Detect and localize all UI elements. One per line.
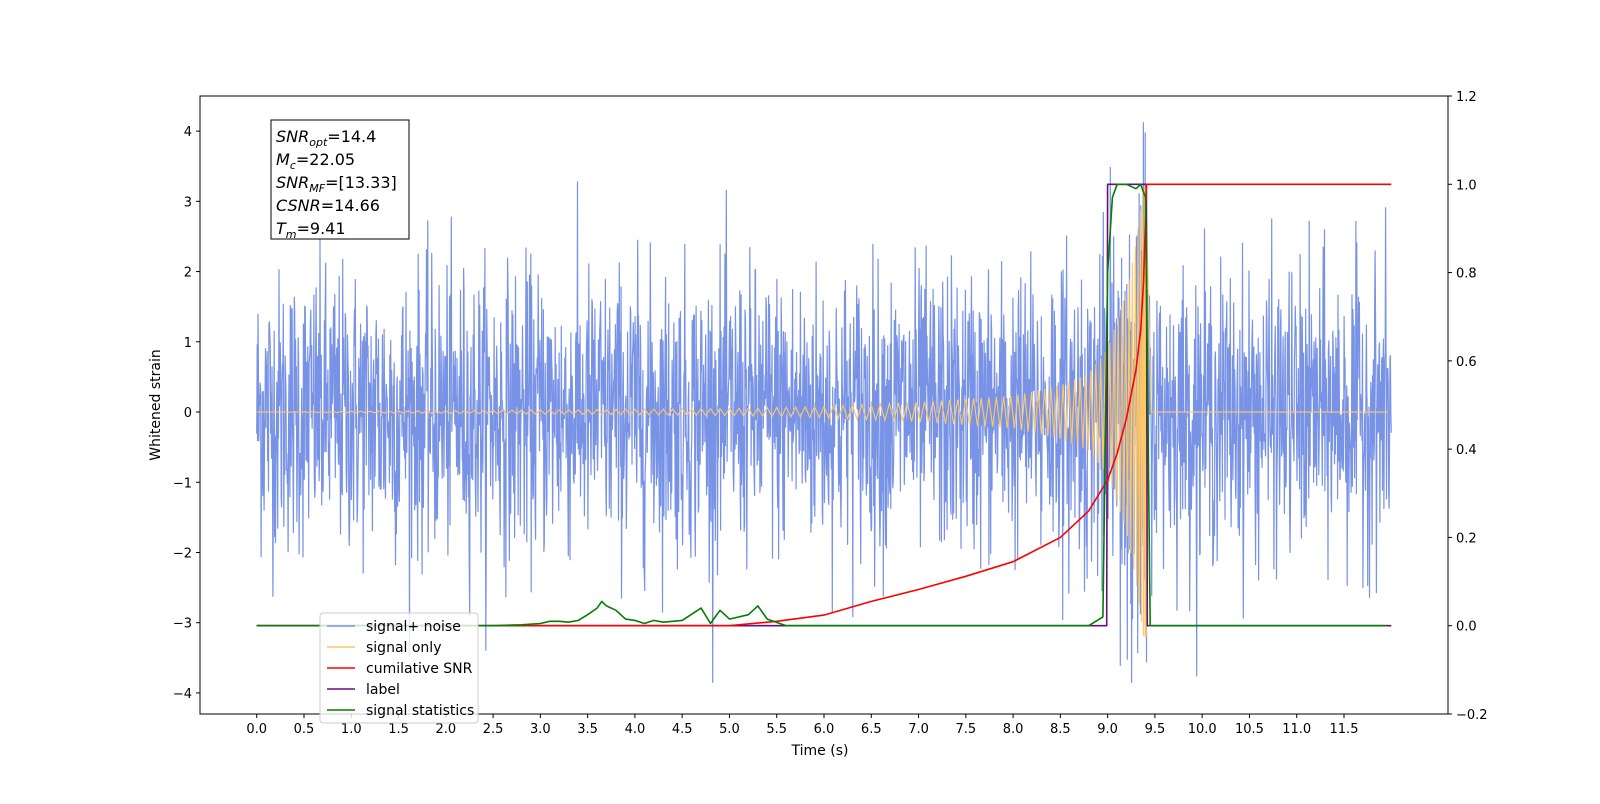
legend-frame — [319, 612, 479, 724]
y2-tick-label: 1.0 — [1456, 178, 1477, 193]
x-tick-label: 8.5 — [1050, 722, 1071, 737]
y-tick-label: −2 — [173, 546, 192, 561]
stats-line: Mc=22.05 — [276, 150, 355, 172]
stats-value: =22.05 — [296, 150, 355, 169]
x-tick-label: 4.0 — [625, 722, 646, 737]
y2-tick-label: 1.2 — [1456, 90, 1477, 105]
y-axis-left: 4 3 2 1 0 −1 −2 −3 −4 — [173, 125, 200, 702]
y2-tick-label: 0.0 — [1456, 620, 1477, 635]
stats-symbol: SNR — [276, 127, 309, 146]
stats-symbol: T — [276, 219, 287, 238]
legend-label: signal statistics — [366, 703, 474, 719]
legend-label: signal only — [366, 640, 441, 656]
x-tick-label: 6.5 — [861, 722, 882, 737]
y-axis-right: 1.2 1.0 0.8 0.6 0.4 0.2 0.0 −0.2 — [1448, 90, 1488, 723]
x-tick-label: 1.5 — [388, 722, 409, 737]
x-tick-label: 9.5 — [1145, 722, 1166, 737]
stats-value: =[13.33] — [325, 173, 397, 192]
y2-tick-label: 0.4 — [1456, 443, 1477, 458]
x-tick-label: 1.0 — [341, 722, 362, 737]
legend: signal+ noise signal only cumilative SNR la… — [319, 612, 479, 724]
stats-subscript: opt — [309, 136, 328, 149]
x-tick-label: 3.5 — [577, 722, 598, 737]
series-signal-only — [256, 187, 1388, 637]
stats-line: SNRopt=14.4 — [276, 127, 376, 149]
x-tick-label: 11.5 — [1330, 722, 1359, 737]
y-tick-label: −3 — [173, 617, 192, 632]
stats-subscript: MF — [309, 182, 325, 195]
x-tick-label: 4.5 — [672, 722, 693, 737]
stats-box: SNRopt=14.4Mc=22.05SNRMF=[13.33]CSNR=14.… — [270, 119, 410, 241]
y-tick-label: −1 — [173, 476, 192, 491]
stats-value: =14.66 — [321, 196, 380, 215]
x-tick-label: 0.0 — [246, 722, 267, 737]
stats-symbol: SNR — [276, 173, 309, 192]
legend-label: signal+ noise — [366, 619, 461, 635]
x-tick-label: 10.0 — [1188, 722, 1217, 737]
stats-box-frame — [270, 119, 410, 240]
y-tick-label: 3 — [184, 195, 192, 210]
y2-tick-label: −0.2 — [1456, 708, 1488, 723]
stats-value: =14.4 — [327, 127, 376, 146]
x-tick-label: 11.0 — [1282, 722, 1311, 737]
y2-tick-label: 0.2 — [1456, 531, 1477, 546]
x-tick-label: 6.0 — [814, 722, 835, 737]
y-tick-label: 4 — [184, 125, 192, 140]
y2-tick-label: 0.8 — [1456, 267, 1477, 282]
x-tick-label: 2.5 — [483, 722, 504, 737]
stats-symbol: CSNR — [276, 196, 321, 215]
x-tick-label: 7.5 — [955, 722, 976, 737]
legend-label: label — [366, 682, 400, 698]
stats-subscript: c — [290, 159, 296, 172]
x-tick-label: 7.0 — [908, 722, 929, 737]
x-tick-label: 0.5 — [294, 722, 315, 737]
x-tick-label: 9.0 — [1097, 722, 1118, 737]
y2-tick-label: 0.6 — [1456, 355, 1477, 370]
series-signal-noise — [256, 122, 1392, 683]
stats-value: =9.41 — [297, 219, 346, 238]
y-tick-label: 0 — [184, 406, 192, 421]
stats-subscript: m — [286, 228, 297, 241]
series-signal-statistics — [256, 183, 1387, 627]
series-cumilative-snr — [256, 183, 1392, 627]
legend-label: cumilative SNR — [366, 661, 473, 677]
stats-line: SNRMF=[13.33] — [276, 173, 397, 195]
x-tick-label: 3.0 — [530, 722, 551, 737]
y-tick-label: 1 — [184, 336, 192, 351]
x-tick-label: 10.5 — [1235, 722, 1264, 737]
series-layer — [256, 122, 1392, 683]
x-tick-label: 5.0 — [719, 722, 740, 737]
stats-line: Tm=9.41 — [276, 219, 346, 241]
x-tick-label: 2.0 — [435, 722, 456, 737]
y-tick-label: −4 — [173, 687, 192, 702]
y-axis-label: Whitened strain — [148, 349, 164, 460]
x-axis: 0.0 0.5 1.0 1.5 2.0 2.5 3.0 3.5 4.0 4.5 5.0 5.5 6.0 6… — [246, 714, 1358, 737]
x-axis-label: Time (s) — [791, 743, 849, 759]
y-tick-label: 2 — [184, 266, 192, 281]
x-tick-label: 8.0 — [1003, 722, 1024, 737]
x-tick-label: 5.5 — [766, 722, 787, 737]
stats-line: CSNR=14.66 — [276, 196, 380, 215]
stats-symbol: M — [276, 150, 290, 169]
